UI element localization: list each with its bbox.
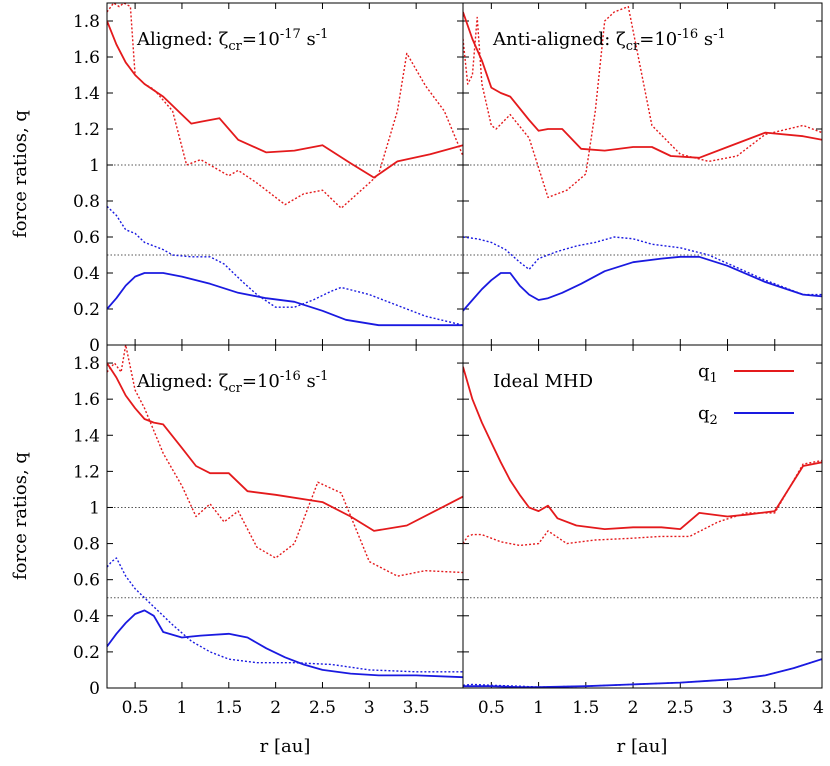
x-tick-label: 3.5: [761, 698, 788, 718]
y-tick-label: 1: [89, 156, 100, 176]
panel-1: 0 0.2 0.4 0.6 0.8 1 1.2 1.4 1.6 1.8 Aligned: ζcr=1…: [73, 2, 464, 356]
y-tick-label: 0.2: [73, 643, 100, 663]
panel-title: Aligned: ζcr=10-16 s-1: [136, 369, 328, 396]
y-tick-label: 1.4: [73, 426, 100, 446]
series-q2_dotted: [107, 557, 463, 673]
legend-label-main: q: [698, 361, 710, 382]
series-q1: [463, 11, 822, 159]
y-tick-label: 1: [89, 498, 100, 518]
title-part-unit: s: [301, 371, 316, 392]
title-part-mid: =10: [639, 29, 677, 50]
title-part-unit: s: [698, 29, 713, 50]
title-part-unit_sup: -1: [316, 27, 329, 42]
series-q2_dotted: [463, 236, 822, 296]
series-q2: [463, 255, 822, 312]
x-tick-label: 1: [533, 698, 544, 718]
x-tick-label: 4: [813, 698, 824, 718]
series-q2: [107, 272, 463, 327]
series-q2_dotted: [107, 205, 463, 326]
x-tick-label: 1: [177, 698, 188, 718]
title-part-sup: -16: [677, 27, 698, 42]
y-axis-label: force ratios, q: [10, 452, 31, 580]
y-tick-label: 0.4: [73, 264, 100, 284]
title-part-sub: cr: [626, 39, 640, 54]
series-q1_dotted: [107, 3, 463, 209]
plot-frame: [462, 2, 823, 346]
y-tick-label: 0.2: [73, 300, 100, 320]
y-tick-label: 1.2: [73, 462, 100, 482]
x-tick-label: 0.5: [122, 698, 149, 718]
series-group: [463, 366, 822, 688]
y-tick-label: 1.2: [73, 120, 100, 140]
title-part-sup: -16: [280, 369, 301, 384]
title-part-unit_sup: -1: [316, 369, 329, 384]
x-axis-label: r [au]: [617, 736, 668, 757]
series-q1: [107, 362, 463, 532]
plot-frame: [106, 344, 464, 689]
y-tick-label: 1.6: [73, 390, 100, 410]
y-tick-label: 0.6: [73, 571, 100, 591]
y-tick-label: 0.8: [73, 535, 100, 555]
x-tick-label: 1.5: [215, 698, 242, 718]
series-group: [107, 345, 463, 679]
x-tick-label: 3: [364, 698, 375, 718]
legend-label-sub: 1: [710, 371, 718, 386]
x-tick-label: 2: [628, 698, 639, 718]
y-tick-label: 0.6: [73, 228, 100, 248]
title-part-prefix: Aligned: ζ: [136, 29, 229, 50]
legend-label: q2: [698, 403, 718, 428]
series-q2_dotted: [463, 658, 822, 688]
x-tick-label: 0.5: [478, 698, 505, 718]
y-tick-label: 0.8: [73, 192, 100, 212]
y-tick-label: 0: [89, 336, 100, 356]
title-part-mid: =10: [242, 29, 280, 50]
y-tick-label: 0.4: [73, 607, 100, 627]
legend-label: q1: [698, 361, 718, 386]
panel-title: Aligned: ζcr=10-17 s-1: [136, 27, 328, 54]
y-tick-label: 1.4: [73, 84, 100, 104]
x-tick-label: 3: [722, 698, 733, 718]
legend-label-sub: 2: [710, 413, 718, 428]
title-part-mid: =10: [242, 371, 280, 392]
series-group: [463, 5, 822, 312]
series-q1_dotted: [463, 459, 822, 547]
title-part-prefix: Ideal MHD: [493, 371, 593, 392]
y-tick-label: 1.8: [73, 354, 100, 374]
series-q1_dotted: [463, 5, 822, 199]
legend-label-main: q: [698, 403, 710, 424]
title-part-sup: -17: [280, 27, 301, 42]
title-part-unit_sup: -1: [713, 27, 726, 42]
title-part-sub: cr: [228, 381, 242, 396]
series-q1: [463, 366, 822, 530]
title-part-prefix: Anti-aligned: ζ: [492, 29, 626, 50]
y-tick-label: 1.8: [73, 12, 100, 32]
panel-title: Anti-aligned: ζcr=10-16 s-1: [492, 27, 726, 54]
x-axis-label: r [au]: [260, 736, 311, 757]
panel-title: Ideal MHD: [493, 371, 593, 392]
y-tick-label: 0: [89, 679, 100, 699]
x-tick-label: 2: [270, 698, 281, 718]
series-q2: [107, 609, 463, 679]
series-q1_dotted: [107, 345, 463, 577]
series-group: [107, 3, 463, 327]
panel-2: Anti-aligned: ζcr=10-16 s-1: [462, 2, 823, 346]
panel-3: 0 0.2 0.4 0.6 0.8 1 1.2 1.4 1.6 1.8 0.5 1 1.5 2 2.5 3 3.…: [73, 344, 464, 718]
series-q2: [463, 658, 822, 688]
title-part-prefix: Aligned: ζ: [136, 371, 229, 392]
x-tick-label: 2.5: [667, 698, 694, 718]
title-part-sub: cr: [228, 39, 242, 54]
series-q1: [107, 20, 463, 179]
y-tick-label: 1.6: [73, 48, 100, 68]
panel-4: 0.5 1 1.5 2 2.5 3 3.5 4 Ideal MHD: [462, 344, 824, 718]
plot-frame: [106, 2, 464, 346]
title-part-unit: s: [301, 29, 316, 50]
y-axis-label: force ratios, q: [10, 110, 31, 238]
x-tick-label: 2.5: [309, 698, 336, 718]
x-tick-label: 1.5: [572, 698, 599, 718]
x-tick-label: 3.5: [403, 698, 430, 718]
plot-frame: [462, 344, 823, 689]
